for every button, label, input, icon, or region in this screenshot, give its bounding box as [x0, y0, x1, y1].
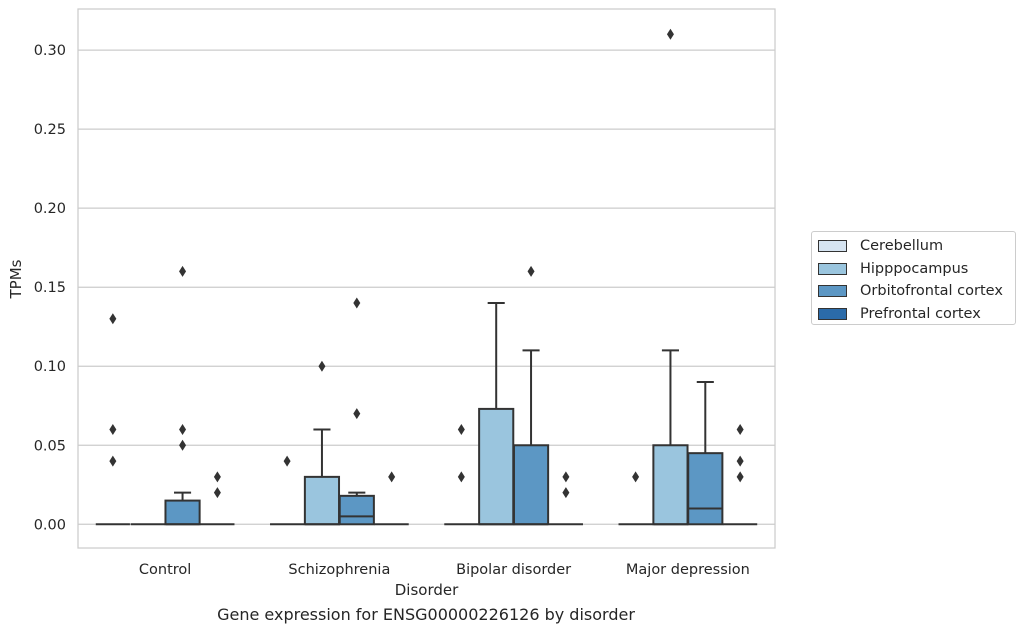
legend-label: Hipppocampus: [860, 260, 969, 277]
outlier-point: [527, 265, 535, 277]
outlier-point: [109, 313, 117, 325]
box: [95, 313, 130, 526]
outlier-point: [457, 423, 465, 435]
series-prefrontal-cortex: [200, 423, 758, 526]
box: [374, 471, 409, 526]
outlier-point: [179, 439, 187, 451]
outlier-point: [179, 423, 187, 435]
outlier-point: [213, 471, 221, 483]
box: [270, 455, 305, 526]
box: [512, 265, 550, 526]
box: [200, 471, 235, 526]
box: [338, 297, 375, 526]
box: [164, 265, 201, 526]
series-orbitofrontal-cortex: [164, 265, 724, 526]
legend: Cerebellum Hipppocampus Orbitofrontal cort…: [811, 231, 1016, 325]
series-hipppocampus: [130, 28, 689, 526]
outlier-point: [353, 408, 361, 420]
axis-tick-labels: 0.00 0.05 0.10 0.15 0.20 0.25 0.30 Control Schiz…: [34, 43, 750, 578]
legend-swatch: [818, 262, 847, 275]
y-tick-label: 0.00: [34, 517, 66, 533]
outlier-point: [318, 360, 326, 372]
legend-item: Hipppocampus: [818, 258, 1015, 281]
box: [444, 423, 479, 526]
legend-label: Cerebellum: [860, 238, 944, 255]
y-tick-label: 0.25: [34, 122, 66, 138]
outlier-point: [562, 471, 570, 483]
x-tick-label: Control: [139, 562, 191, 578]
box-series: [95, 28, 758, 526]
figure-caption: Gene expression for ENSG00000226126 by d…: [217, 605, 635, 624]
x-tick-label: Major depression: [626, 562, 750, 578]
box: [652, 28, 689, 526]
outlier-point: [213, 487, 221, 499]
box: [548, 471, 583, 526]
gridlines: [78, 49, 775, 525]
outlier-point: [283, 455, 291, 467]
y-tick-label: 0.20: [34, 201, 66, 217]
outlier-point: [562, 487, 570, 499]
iqr-box: [652, 444, 689, 526]
x-tick-label: Schizophrenia: [288, 562, 390, 578]
y-tick-label: 0.30: [34, 43, 66, 59]
outlier-point: [353, 297, 361, 309]
plot-area-frame: [77, 8, 776, 549]
iqr-box: [687, 452, 724, 526]
box: [618, 471, 653, 526]
legend-label: Orbitofrontal cortex: [860, 283, 1003, 300]
box: [303, 360, 341, 526]
outlier-point: [632, 471, 640, 483]
box: [723, 423, 758, 526]
x-axis-label: Disorder: [395, 581, 459, 599]
iqr-box: [512, 444, 550, 526]
legend-label: Prefrontal cortex: [860, 305, 981, 322]
series-cerebellum: [95, 313, 653, 526]
y-tick-label: 0.05: [34, 438, 66, 454]
iqr-box: [338, 494, 375, 526]
outlier-point: [736, 455, 744, 467]
outlier-point: [388, 471, 396, 483]
outlier-point: [109, 455, 117, 467]
iqr-box: [478, 407, 515, 526]
legend-swatch: [818, 285, 847, 298]
y-tick-label: 0.10: [34, 359, 66, 375]
outlier-point: [109, 423, 117, 435]
outlier-point: [457, 471, 465, 483]
iqr-box: [303, 475, 341, 526]
legend-item: Orbitofrontal cortex: [818, 280, 1015, 303]
box: [478, 302, 515, 526]
y-tick-label: 0.15: [34, 280, 66, 296]
outlier-point: [179, 265, 187, 277]
legend-swatch: [818, 240, 847, 253]
outlier-point: [736, 471, 744, 483]
x-tick-label: Bipolar disorder: [456, 562, 571, 578]
iqr-box: [164, 499, 201, 526]
legend-item: Cerebellum: [818, 235, 1015, 258]
outlier-point: [666, 28, 674, 40]
legend-item: Prefrontal cortex: [818, 303, 1015, 326]
outlier-point: [736, 423, 744, 435]
y-axis-label: TPMs: [7, 259, 25, 299]
legend-swatch: [818, 307, 847, 320]
box: [687, 381, 724, 526]
